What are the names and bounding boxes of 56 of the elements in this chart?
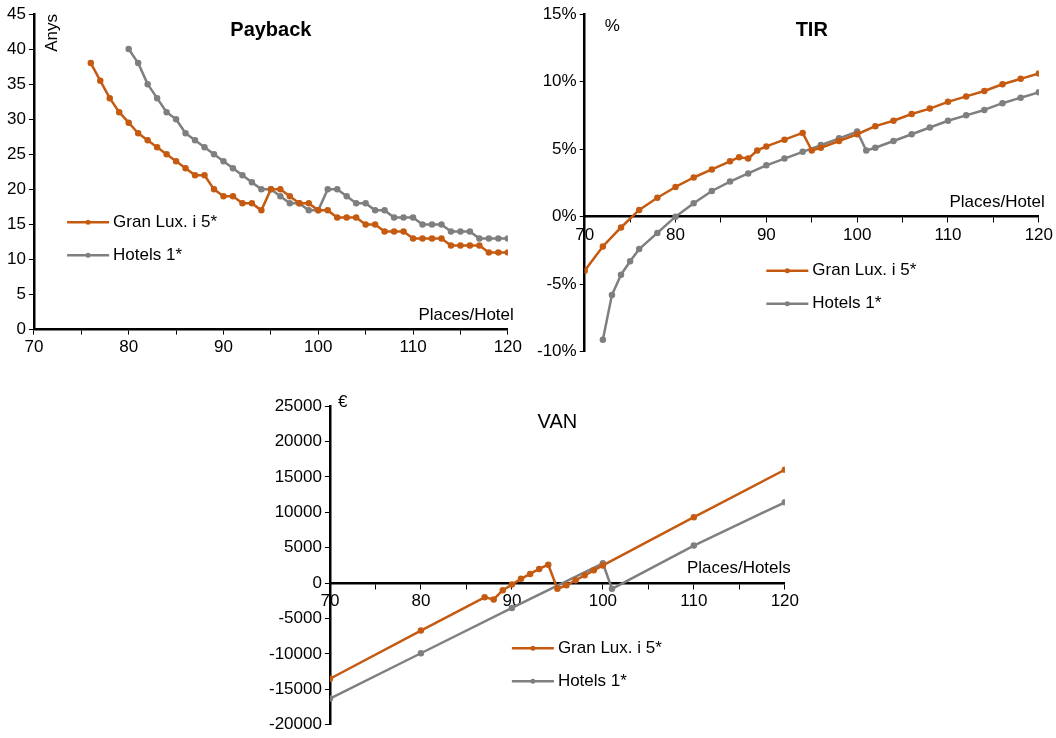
y-tick-label: -15000 xyxy=(269,679,322,699)
y-tick-label: 20 xyxy=(6,179,26,199)
y-tick-label: 10% xyxy=(542,71,577,91)
y-tick-label: -5% xyxy=(546,273,577,293)
x-axis-title: Places/Hotels xyxy=(686,558,791,578)
y-tick-label: -20000 xyxy=(269,714,322,734)
y-tick-label: 10 xyxy=(6,249,26,269)
x-tick-label: 100 xyxy=(588,591,618,610)
y-tick-label: 0 xyxy=(312,572,322,592)
legend-label: Hotels 1* xyxy=(557,670,628,690)
legend-label: Gran Lux. i 5* xyxy=(557,637,663,657)
y-tick-label: -5000 xyxy=(278,608,322,628)
y-tick-label: 0% xyxy=(552,206,577,226)
legend-label: Hotels 1* xyxy=(113,244,183,264)
legend-label: Gran Lux. i 5* xyxy=(113,211,218,231)
y-tick-label: 15000 xyxy=(274,466,322,486)
chart-title: TIR xyxy=(795,17,829,40)
chart-title: VAN xyxy=(537,409,578,432)
y-axis-title: € xyxy=(337,392,348,412)
y-tick-label: 15 xyxy=(6,214,26,234)
y-axis-title: Anys xyxy=(41,14,61,52)
x-tick-label: 120 xyxy=(493,337,523,357)
y-tick-label: 15% xyxy=(542,3,577,23)
y-tick-label: 5 xyxy=(16,284,26,304)
y-tick-label: 25000 xyxy=(274,395,322,415)
x-tick-label: 80 xyxy=(666,224,685,244)
x-tick-label: 90 xyxy=(214,337,233,357)
y-tick-label: 10000 xyxy=(274,501,322,521)
x-tick-label: 90 xyxy=(756,224,776,244)
y-tick-label: 35 xyxy=(6,73,26,93)
x-tick-label: 110 xyxy=(680,591,708,610)
chart-title: Payback xyxy=(230,17,313,40)
y-tick-label: 5% xyxy=(552,138,577,158)
x-tick-label: 80 xyxy=(119,337,139,357)
y-tick-label: 40 xyxy=(6,38,26,58)
y-tick-label: 20000 xyxy=(274,431,322,451)
x-tick-label: 80 xyxy=(411,591,431,610)
x-tick-label: 120 xyxy=(770,591,800,610)
y-tick-label: -10% xyxy=(537,341,577,361)
y-tick-label: 45 xyxy=(6,3,26,23)
y-tick-label: 30 xyxy=(6,108,26,128)
y-axis-title: % xyxy=(604,16,620,36)
y-tick-label: -10000 xyxy=(269,643,322,663)
x-tick-label: 100 xyxy=(842,224,872,244)
x-axis-title: Places/Hotel xyxy=(418,304,514,324)
x-axis-title: Places/Hotel xyxy=(949,191,1045,211)
y-tick-label: 0 xyxy=(16,319,26,339)
x-tick-label: 110 xyxy=(399,337,427,357)
y-tick-label: 5000 xyxy=(284,537,322,557)
legend-label: Gran Lux. i 5* xyxy=(812,260,917,280)
y-tick-label: 25 xyxy=(6,143,26,163)
x-tick-label: 120 xyxy=(1024,224,1054,244)
legend-label: Hotels 1* xyxy=(812,293,882,313)
x-tick-label: 70 xyxy=(24,337,44,357)
x-tick-label: 110 xyxy=(934,224,962,244)
x-tick-label: 100 xyxy=(304,337,333,357)
